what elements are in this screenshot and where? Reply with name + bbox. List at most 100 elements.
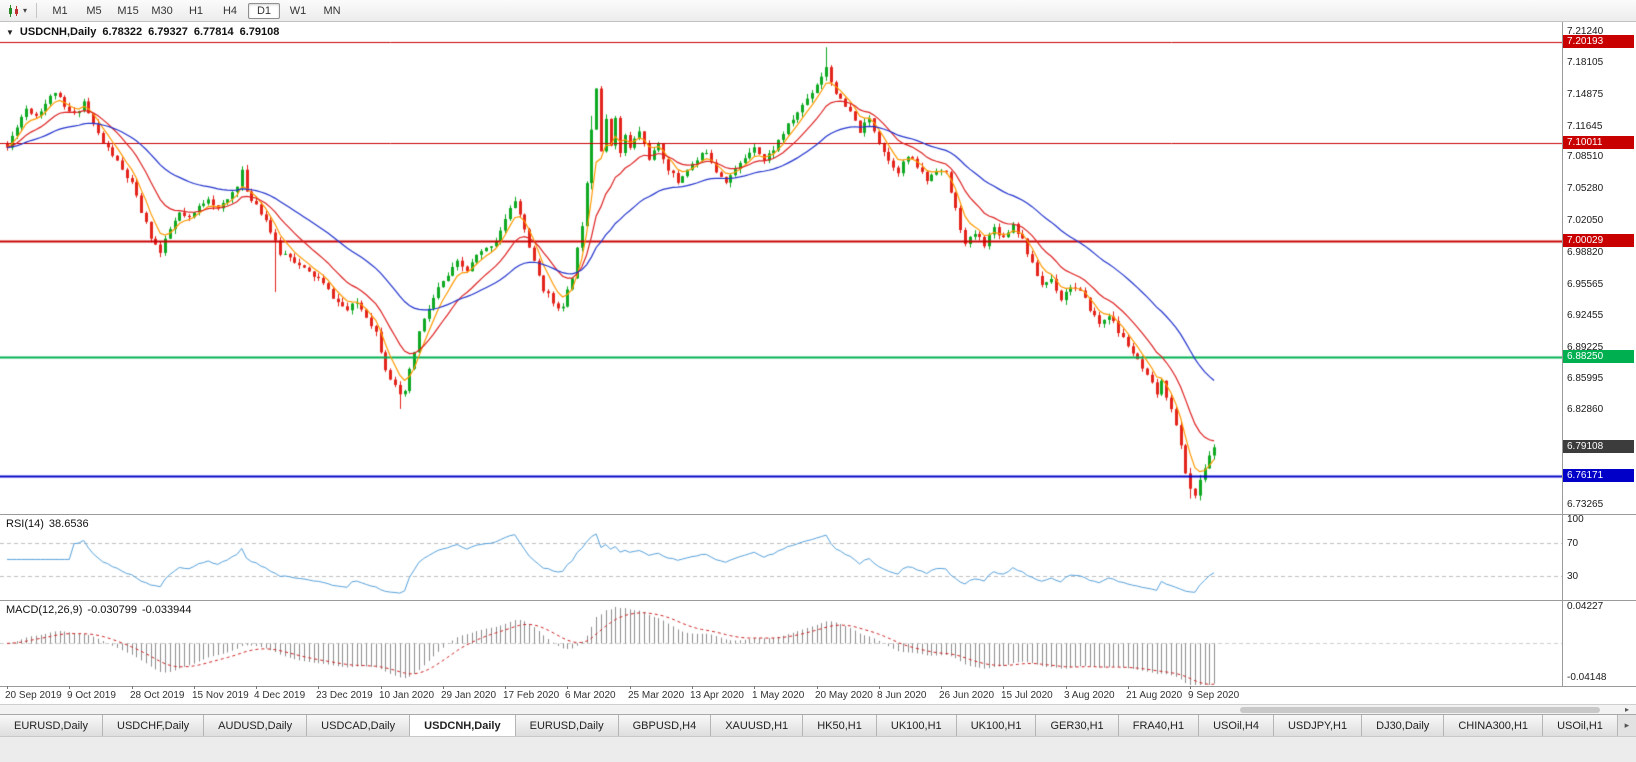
price-axis-label: 6.92455 [1567,310,1604,321]
timeframe-button-w1[interactable]: W1 [289,4,307,17]
chart-tab-hk50-h1[interactable]: HK50,H1 [803,715,877,736]
chart-tab-fra40-h1[interactable]: FRA40,H1 [1118,715,1200,736]
chart-tab-eurusd-daily[interactable]: EURUSD,Daily [515,715,619,736]
macd-panel-canvas[interactable] [0,600,1562,686]
chart-tab-uk100-h1[interactable]: UK100,H1 [876,715,957,736]
level-price-badge: 7.00029 [1563,234,1634,247]
time-axis-tick [256,686,257,689]
chart-title: ▼ USDCNH,Daily 6.78322 6.79327 6.77814 6… [6,26,279,38]
chart-tab-usdcad-daily[interactable]: USDCAD,Daily [307,715,411,736]
level-price-badge: 6.76171 [1563,469,1634,482]
rsi-axis-label: 70 [1567,538,1579,549]
chart-tab-usoil-h1[interactable]: USOil,H1 [1543,715,1618,736]
macd-label: MACD(12,26,9) -0.030799 -0.033944 [6,604,197,616]
chart-tab-usdjpy-h1[interactable]: USDJPY,H1 [1273,715,1363,736]
chevron-down-icon: ▾ [23,6,28,15]
chart-tab-usdchf-daily[interactable]: USDCHF,Daily [103,715,205,736]
time-axis-tick [817,686,818,689]
time-axis-tick [318,686,319,689]
panel-resize-separator[interactable] [0,514,1636,515]
chart-tab-ger30-h1[interactable]: GER30,H1 [1036,715,1119,736]
time-axis-tick [630,686,631,689]
price-axis-label: 6.95565 [1567,279,1604,290]
timeframe-button-m1[interactable]: M1 [52,4,68,17]
price-axis-label: 7.11645 [1567,121,1603,132]
rsi-panel-canvas[interactable] [0,514,1562,600]
timeframe-buttons: M1 M5 M15 M30 H1 H4 D1 W1 MN [43,2,349,19]
chart-symbol-label: USDCNH,Daily [19,26,97,38]
macd-main-value: -0.030799 [87,604,137,616]
date-label: 9 Sep 2020 [1188,690,1240,701]
date-label: 6 Mar 2020 [565,690,616,701]
price-axis-label: 6.85995 [1567,373,1604,384]
time-axis-tick [1190,686,1191,689]
date-label: 29 Jan 2020 [441,690,497,701]
date-label: 20 May 2020 [815,690,873,701]
date-label: 23 Dec 2019 [316,690,373,701]
date-label: 4 Dec 2019 [254,690,306,701]
chart-tab-gbpusd-h4[interactable]: GBPUSD,H4 [618,715,712,736]
date-label: 28 Oct 2019 [130,690,185,701]
chart-tab-audusd-daily[interactable]: AUDUSD,Daily [204,715,308,736]
time-axis-tick [69,686,70,689]
timeframe-button-d1[interactable]: D1 [248,2,281,19]
price-axis-label: 7.02050 [1567,215,1604,226]
rsi-axis-label: 30 [1567,571,1579,582]
price-chart-canvas[interactable] [0,22,1562,514]
chart-tab-usoil-h4[interactable]: USOil,H4 [1199,715,1274,736]
ohlc-close: 6.79108 [239,26,280,38]
timeframe-button-h1[interactable]: H1 [188,4,204,17]
date-label: 17 Feb 2020 [503,690,560,701]
price-axis-label: 6.73265 [1567,499,1604,510]
price-axis-label: 7.08510 [1567,151,1604,162]
tab-scroll-right-button[interactable]: ▸ [1617,715,1636,736]
time-axis-tick [7,686,8,689]
status-bar [0,736,1636,762]
chart-tab-dj30-daily[interactable]: DJ30,Daily [1362,715,1445,736]
ohlc-open: 6.78322 [102,26,143,38]
price-scale-border [1562,22,1563,686]
macd-axis-label: 0.04227 [1567,601,1604,612]
time-axis-separator [0,686,1636,687]
chart-collapse-icon[interactable]: ▼ [6,27,14,37]
date-label: 13 Apr 2020 [690,690,744,701]
timeframe-button-m15[interactable]: M15 [117,4,139,17]
chart-tab-china300-h1[interactable]: CHINA300,H1 [1444,715,1544,736]
ohlc-high: 6.79327 [148,26,188,38]
chart-tab-usdcnh-daily[interactable]: USDCNH,Daily [410,715,516,736]
chart-tab-eurusd-daily[interactable]: EURUSD,Daily [0,715,103,736]
timeframe-toolbar: ▾ M1 M5 M15 M30 H1 H4 D1 W1 MN [0,0,1636,22]
price-axis-label: 6.82860 [1567,404,1604,415]
time-axis-tick [381,686,382,689]
macd-signal-value: -0.033944 [141,604,192,616]
timeframe-button-m30[interactable]: M30 [151,4,173,17]
timeframe-button-h4[interactable]: H4 [222,4,238,17]
scrollbar-thumb[interactable] [1240,707,1600,713]
time-axis-tick [1003,686,1004,689]
chart-tab-xauusd-h1[interactable]: XAUUSD,H1 [711,715,804,736]
level-price-badge: 6.88250 [1563,350,1634,363]
price-axis-label: 7.18105 [1567,57,1604,68]
date-label: 1 May 2020 [752,690,805,701]
date-label: 3 Aug 2020 [1064,690,1115,701]
scroll-right-icon[interactable]: ▸ [1624,705,1629,714]
rsi-label: RSI(14) 38.6536 [6,518,94,530]
timeframe-button-mn[interactable]: MN [323,4,341,17]
time-axis-tick [1128,686,1129,689]
horizontal-scrollbar[interactable]: ▸ [0,704,1636,714]
date-label: 26 Jun 2020 [939,690,995,701]
ohlc-low: 6.77814 [193,26,234,38]
timeframe-button-m5[interactable]: M5 [86,4,102,17]
price-axis-label: 7.21240 [1567,26,1604,37]
date-label: 15 Nov 2019 [192,690,249,701]
chart-tab-uk100-h1[interactable]: UK100,H1 [956,715,1037,736]
panel-resize-separator[interactable] [0,600,1636,601]
time-axis-tick [941,686,942,689]
date-label: 20 Sep 2019 [5,690,62,701]
time-axis-tick [879,686,880,689]
level-price-badge: 7.20193 [1563,35,1634,48]
time-axis-tick [1066,686,1067,689]
chart-type-button[interactable]: ▾ [4,2,30,20]
toolbar-separator [36,3,38,18]
